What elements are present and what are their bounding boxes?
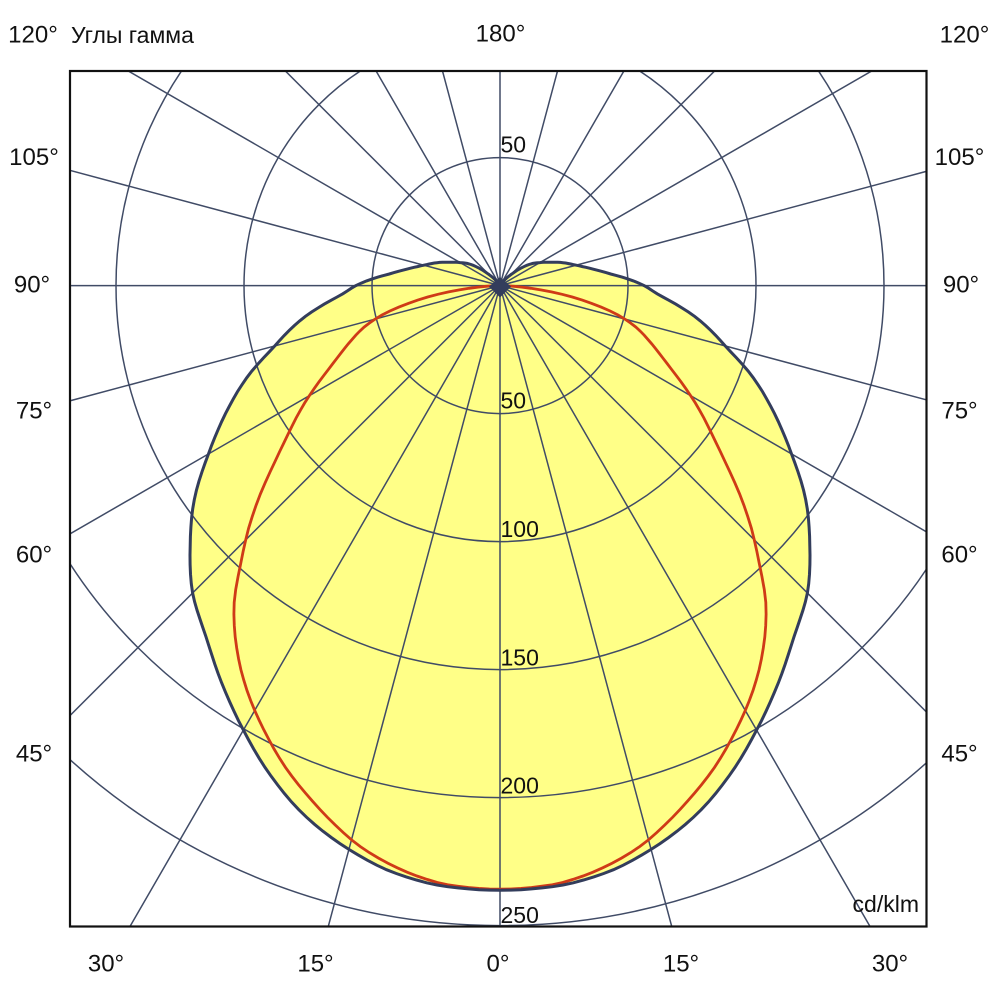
svg-text:60°: 60° (941, 541, 977, 568)
svg-text:cd/klm: cd/klm (853, 891, 919, 917)
svg-text:75°: 75° (16, 397, 52, 424)
svg-text:50: 50 (501, 132, 527, 158)
svg-text:105°: 105° (9, 144, 59, 171)
svg-text:Углы гамма: Углы гамма (71, 22, 194, 48)
svg-text:50: 50 (501, 388, 527, 414)
svg-text:200: 200 (501, 773, 539, 799)
svg-text:0°: 0° (487, 950, 510, 977)
svg-text:250: 250 (501, 902, 539, 928)
svg-text:150: 150 (501, 645, 539, 671)
svg-text:90°: 90° (943, 271, 979, 298)
svg-text:120°: 120° (8, 21, 58, 48)
svg-text:100: 100 (501, 516, 539, 542)
svg-text:15°: 15° (297, 950, 333, 977)
svg-text:60°: 60° (16, 541, 52, 568)
svg-text:180°: 180° (476, 20, 526, 47)
svg-text:105°: 105° (935, 144, 985, 171)
svg-text:15°: 15° (663, 950, 699, 977)
svg-text:30°: 30° (88, 950, 124, 977)
svg-text:45°: 45° (16, 740, 52, 767)
svg-text:90°: 90° (14, 271, 50, 298)
svg-text:45°: 45° (941, 740, 977, 767)
svg-text:30°: 30° (872, 950, 908, 977)
svg-text:75°: 75° (941, 397, 977, 424)
svg-text:120°: 120° (940, 21, 990, 48)
